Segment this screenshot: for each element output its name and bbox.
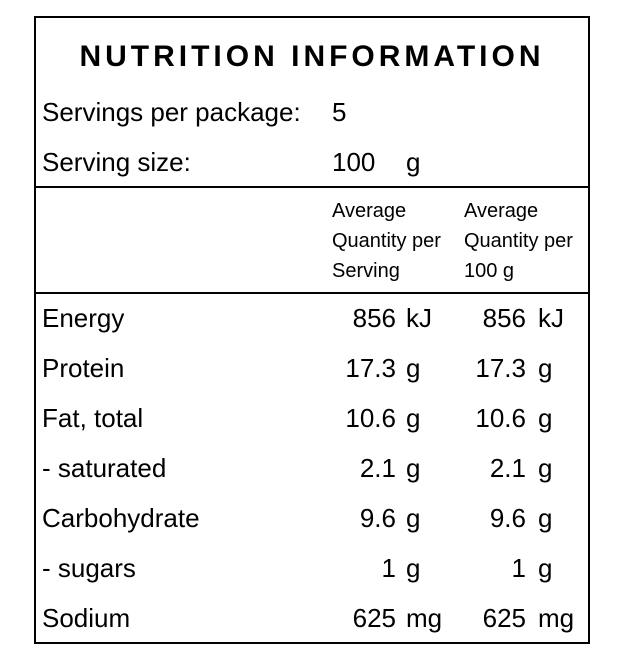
column-header-per100-line-1: Average	[464, 200, 539, 222]
per100-value: 2.1	[489, 453, 526, 483]
nutrient-name: Sodium	[42, 603, 131, 633]
nutrient-name: - saturated	[42, 453, 167, 483]
per100-unit: g	[538, 553, 553, 583]
serving-unit: g	[406, 503, 421, 533]
nutrition-panel	[34, 16, 590, 644]
per100-unit: g	[538, 403, 553, 433]
serving-unit: g	[406, 553, 421, 583]
table-divider	[34, 292, 590, 294]
serving-unit: mg	[406, 603, 443, 633]
nutrient-name: Fat, total	[42, 403, 144, 433]
column-header-per100-line-3: 100 g	[464, 260, 515, 282]
per100-value: 856	[482, 303, 526, 333]
serving-unit: g	[406, 453, 421, 483]
nutrient-name: - sugars	[42, 553, 136, 583]
serving-value: 1	[381, 553, 396, 583]
serving-unit: g	[406, 403, 421, 433]
serving-value: 856	[352, 303, 396, 333]
serving-value: 9.6	[359, 503, 396, 533]
per100-unit: kJ	[538, 303, 564, 333]
per100-value: 9.6	[489, 503, 526, 533]
column-header-serving-line-1: Average	[332, 200, 407, 222]
serving-value: 625	[352, 603, 396, 633]
column-header-serving-line-3: Serving	[332, 260, 400, 282]
serving-unit: kJ	[406, 303, 432, 333]
per100-value: 625	[482, 603, 526, 633]
per100-unit: g	[538, 503, 553, 533]
per100-unit: g	[538, 453, 553, 483]
panel-title: NUTRITION INFORMATION	[79, 40, 545, 73]
nutrient-name: Carbohydrate	[42, 503, 200, 533]
serving-unit: g	[406, 353, 421, 383]
nutrient-name: Protein	[42, 353, 125, 383]
column-header-serving-line-2: Quantity per	[332, 230, 441, 252]
serving-size-label: Serving size:	[42, 147, 191, 177]
serving-value: 10.6	[345, 403, 396, 433]
per100-unit: g	[538, 353, 553, 383]
column-header-per100-line-2: Quantity per	[464, 230, 573, 252]
serving-value: 17.3	[345, 353, 396, 383]
per100-unit: mg	[538, 603, 575, 633]
per100-value: 1	[511, 553, 526, 583]
per100-value: 17.3	[475, 353, 526, 383]
nutrient-name: Energy	[42, 303, 125, 333]
serving-size-value: 100	[332, 147, 376, 177]
per100-value: 10.6	[475, 403, 526, 433]
serving-size-unit: g	[406, 147, 421, 177]
serving-value: 2.1	[359, 453, 396, 483]
header-divider	[34, 186, 590, 188]
servings-label: Servings per package:	[42, 97, 301, 127]
servings-value: 5	[332, 97, 347, 127]
